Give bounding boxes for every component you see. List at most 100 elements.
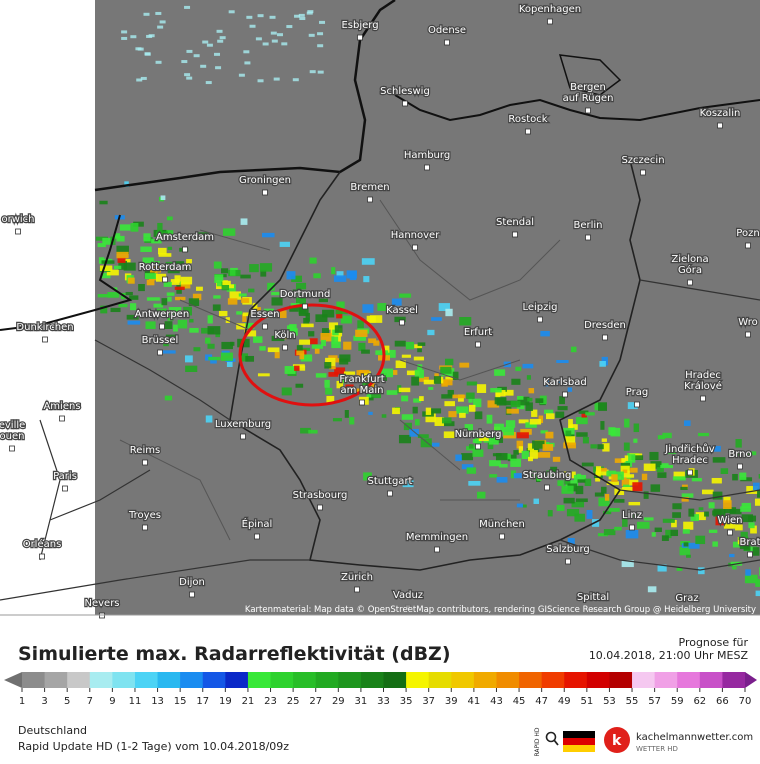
echo	[466, 467, 477, 474]
echo	[445, 308, 453, 317]
city-dot	[412, 244, 418, 251]
echo	[691, 478, 702, 482]
echo	[708, 502, 715, 509]
echo	[253, 336, 263, 343]
echo	[660, 465, 673, 469]
echo	[712, 541, 718, 547]
echo	[336, 380, 344, 389]
echo	[632, 482, 643, 492]
attribution-bg	[270, 603, 760, 615]
city-dot	[434, 546, 440, 553]
echo	[411, 376, 420, 386]
echo	[181, 60, 188, 64]
echo	[196, 232, 210, 237]
echo	[163, 281, 172, 287]
echo	[494, 369, 506, 376]
echo	[522, 363, 534, 369]
echo	[168, 307, 182, 315]
echo	[405, 341, 415, 350]
echo	[386, 390, 398, 395]
echo	[189, 318, 194, 323]
echo	[494, 423, 504, 433]
echo	[267, 282, 275, 291]
city-label: Wien	[718, 515, 743, 526]
echo	[641, 473, 648, 481]
echo	[731, 566, 737, 570]
echo	[163, 230, 174, 237]
echo	[564, 476, 571, 485]
echo	[124, 181, 129, 187]
echo	[121, 30, 128, 34]
echo	[628, 454, 636, 463]
scale-cell	[586, 672, 610, 688]
echo	[690, 514, 699, 522]
echo	[157, 25, 164, 29]
echo	[344, 410, 349, 418]
echo	[271, 297, 283, 306]
city-label: Hradec	[685, 370, 721, 381]
city-dot	[525, 128, 531, 135]
echo	[315, 314, 328, 322]
echo	[262, 42, 269, 46]
echo	[170, 279, 180, 285]
echo	[328, 322, 339, 330]
city-dot	[240, 433, 246, 440]
city-dot	[59, 415, 65, 422]
echo	[611, 474, 618, 482]
echo	[423, 379, 436, 385]
echo	[343, 371, 356, 375]
echo	[221, 268, 229, 274]
echo	[151, 239, 162, 244]
echo	[369, 315, 383, 323]
echo	[556, 379, 567, 383]
echo	[117, 257, 126, 263]
city-label: Jindřichův	[664, 443, 714, 455]
echo	[363, 276, 370, 283]
echo	[309, 70, 316, 74]
echo	[745, 569, 751, 576]
scale-cell	[428, 672, 452, 688]
echo	[257, 79, 264, 83]
echo	[299, 353, 305, 360]
scale-tick-label: 39	[445, 696, 458, 707]
echo	[349, 417, 355, 425]
echo	[167, 317, 174, 321]
echo	[489, 460, 501, 467]
echo	[581, 462, 594, 467]
echo	[468, 444, 474, 449]
echo	[361, 349, 370, 354]
city-dot	[162, 276, 168, 283]
echo	[377, 303, 387, 311]
echo	[504, 400, 517, 406]
city-dot	[687, 469, 693, 476]
echo	[114, 233, 121, 239]
echo	[712, 457, 726, 463]
echo	[445, 376, 454, 381]
echo	[516, 440, 524, 449]
echo	[657, 463, 669, 467]
echo	[547, 510, 553, 517]
city-dot	[317, 504, 323, 511]
scale-cell	[44, 672, 68, 688]
city-label: Vaduz	[393, 590, 423, 601]
echo	[243, 50, 250, 54]
echo	[305, 312, 310, 322]
echo	[193, 54, 200, 58]
echo	[679, 546, 691, 556]
forecast-time: 10.04.2018, 21:00 Uhr MESZ	[589, 649, 749, 662]
echo	[213, 295, 221, 299]
echo	[723, 496, 731, 503]
echo	[568, 419, 573, 429]
echo	[328, 372, 339, 377]
scale-cell	[225, 672, 249, 688]
city-label: Reims	[130, 445, 160, 456]
scale-tick-label: 23	[264, 696, 277, 707]
scale-cell	[496, 672, 520, 688]
city-label: Karlsbad	[543, 377, 586, 388]
echo	[540, 330, 550, 337]
echo	[213, 261, 222, 269]
echo	[353, 335, 367, 341]
echo	[398, 434, 411, 444]
echo	[556, 359, 569, 363]
echo	[180, 276, 193, 285]
